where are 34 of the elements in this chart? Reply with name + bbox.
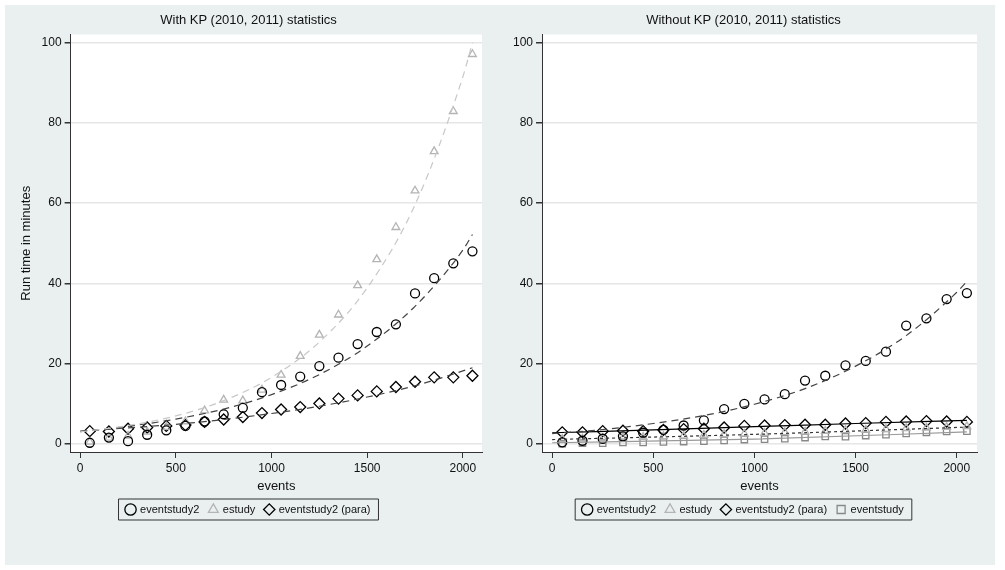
x-tick-label: 0 (548, 460, 556, 475)
y-tick-label: 80 (519, 115, 534, 130)
y-tick-label: 40 (519, 275, 534, 290)
x-tick-label: 1000 (741, 460, 769, 475)
y-tick-label: 0 (54, 436, 62, 451)
y-tick-label: 20 (48, 356, 62, 371)
y-tick-label: 60 (48, 195, 62, 210)
y-tick-label: 20 (519, 356, 534, 371)
y-axis-title: Run time in minutes (18, 185, 34, 301)
chart-title: Without KP (2010, 2011) statistics (646, 12, 842, 28)
legend-label: eventstudy2 (596, 502, 657, 515)
x-tick-label: 2000 (449, 460, 477, 475)
chart-title: With KP (2010, 2011) statistics (160, 12, 338, 28)
x-tick-label: 500 (643, 460, 664, 475)
x-tick-label: 2000 (943, 460, 971, 475)
x-tick-label: 0 (76, 460, 84, 475)
x-tick-label: 1500 (842, 460, 870, 475)
legend-label: eventstudy2 (140, 502, 200, 515)
legend-label: estudy (679, 502, 713, 515)
legend-label: eventstudy2 (para) (735, 502, 828, 515)
x-tick-label: 1500 (353, 460, 381, 475)
legend-label: estudy (222, 502, 256, 515)
x-tick-label: 500 (165, 460, 187, 475)
y-tick-label: 100 (512, 34, 534, 49)
y-tick-label: 80 (48, 115, 62, 130)
x-axis-title: events (257, 477, 296, 493)
x-tick-label: 1000 (258, 460, 286, 475)
y-tick-label: 100 (41, 34, 62, 49)
legend-label: eventstudy2 (para) (278, 502, 371, 515)
y-tick-label: 60 (519, 195, 534, 210)
y-tick-label: 40 (48, 275, 62, 290)
x-axis-title: events (740, 477, 780, 493)
legend-label: eventstudy (850, 502, 905, 515)
y-tick-label: 0 (526, 436, 534, 451)
